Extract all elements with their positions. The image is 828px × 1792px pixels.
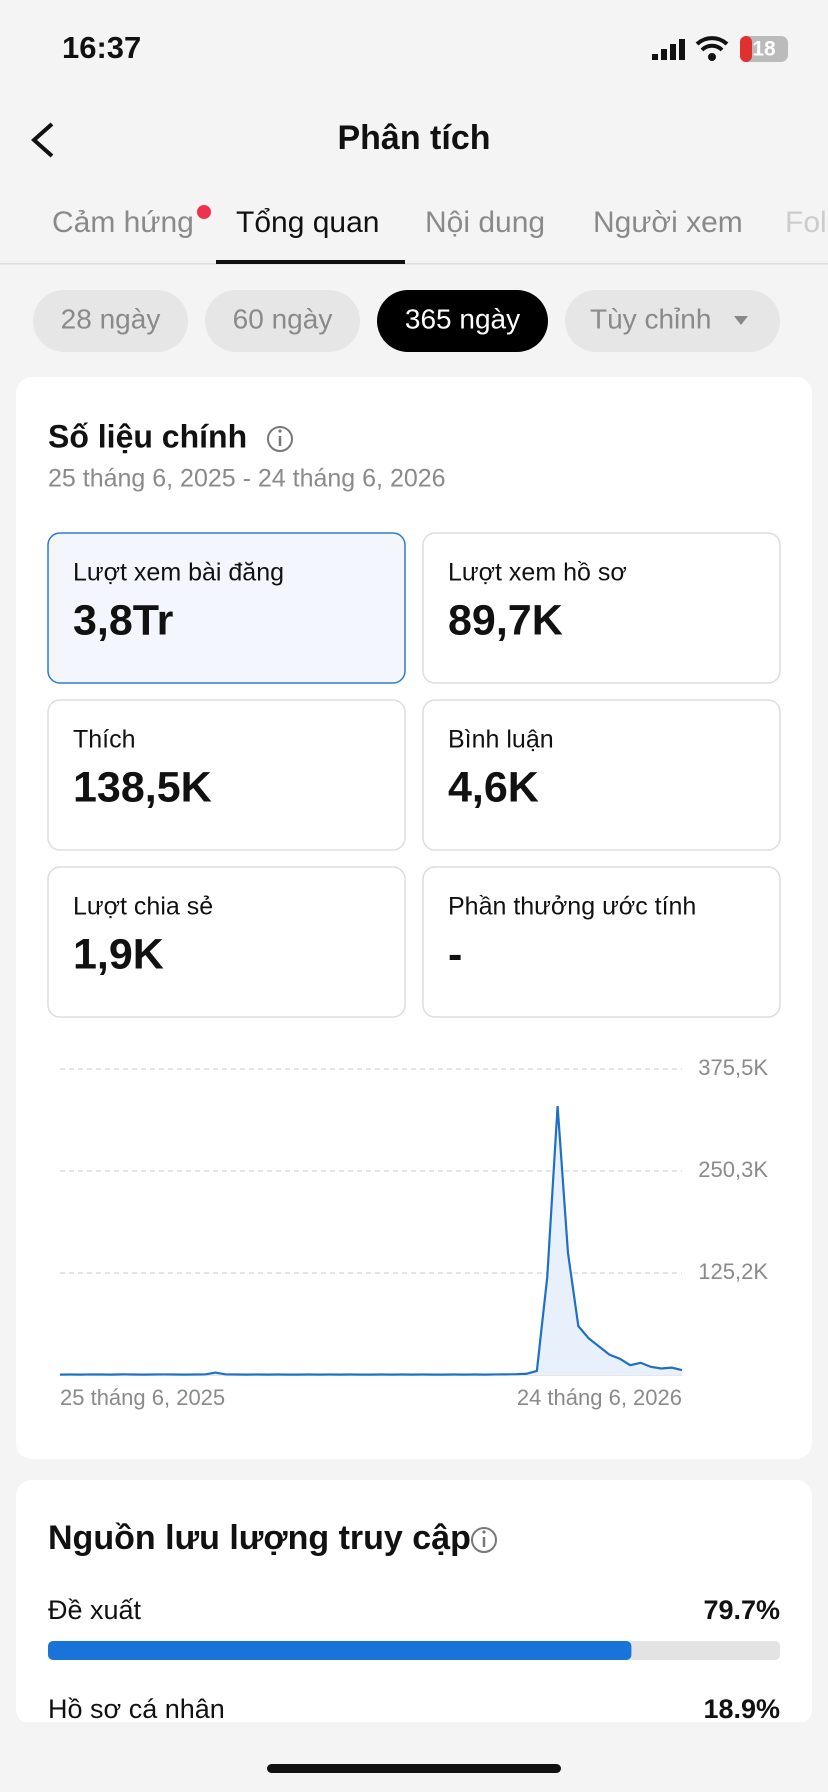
metric-label: Phần thưởng ước tính — [448, 893, 696, 921]
dropdown-arrow — [734, 316, 748, 325]
metric-value: 3,8Tr — [73, 596, 174, 644]
y-tick-label: 125,2K — [698, 1259, 768, 1284]
notification-dot — [197, 205, 211, 219]
y-tick-label: 375,5K — [698, 1055, 768, 1080]
metric-label: Bình luận — [448, 726, 554, 754]
metric-card[interactable] — [47, 532, 406, 684]
wifi — [695, 36, 729, 52]
source-value: 79.7% — [703, 1595, 780, 1625]
tab[interactable]: Cảm hứng — [52, 206, 194, 239]
source-name: Hồ sơ cá nhân — [48, 1694, 225, 1724]
metric-card[interactable] — [47, 866, 406, 1018]
status-time: 16:37 — [62, 30, 141, 65]
x-tick-label: 25 tháng 6, 2025 — [60, 1385, 225, 1410]
traffic-title: Nguồn lưu lượng truy cập — [48, 1519, 471, 1557]
metrics-title: Số liệu chính — [48, 418, 247, 454]
bottom-area — [0, 1722, 828, 1792]
header-title: Phân tích — [337, 119, 490, 157]
period-label[interactable]: 28 ngày — [61, 303, 161, 334]
home-indicator — [267, 1764, 561, 1773]
back-button[interactable] — [30, 122, 54, 158]
traffic-card — [16, 1480, 812, 1725]
line-series — [59, 1106, 683, 1376]
date-range: 25 tháng 6, 2025 - 24 tháng 6, 2026 — [48, 465, 446, 493]
period-label[interactable]: 365 ngày — [405, 303, 520, 334]
tab[interactable]: Nội dung — [425, 206, 545, 239]
period-chip[interactable] — [565, 290, 780, 352]
period-chip[interactable] — [33, 290, 188, 352]
info-icon[interactable] — [471, 1527, 497, 1553]
tab-divider — [0, 263, 828, 265]
tab[interactable]: Người xem — [593, 206, 743, 239]
period-label[interactable]: 60 ngày — [233, 303, 333, 334]
tab[interactable]: Fol — [785, 206, 827, 239]
line-area — [60, 1106, 682, 1375]
metric-label: Lượt chia sẻ — [73, 893, 213, 921]
wifi-dot — [708, 53, 716, 61]
metric-label: Lượt xem hồ sơ — [448, 559, 627, 587]
period-label[interactable]: Tùy chỉnh — [590, 303, 711, 334]
metric-value: - — [448, 930, 462, 978]
metric-card[interactable] — [47, 699, 406, 851]
metric-card[interactable] — [422, 699, 781, 851]
period-chip[interactable] — [205, 290, 360, 352]
y-tick-label: 250,3K — [698, 1157, 768, 1182]
tab-indicator — [216, 260, 405, 264]
period-chip[interactable] — [377, 290, 548, 352]
metric-label: Lượt xem bài đăng — [73, 559, 284, 587]
progress-bar — [48, 1641, 632, 1660]
x-tick-label: 24 tháng 6, 2026 — [517, 1385, 682, 1410]
info-icon[interactable] — [267, 426, 293, 452]
metric-card[interactable] — [422, 532, 781, 684]
tab[interactable]: Tổng quan — [236, 206, 379, 239]
metric-label: Thích — [73, 726, 136, 754]
metric-value: 89,7K — [448, 596, 563, 644]
metric-value: 1,9K — [73, 930, 164, 978]
battery-level — [740, 36, 752, 62]
metric-value: 4,6K — [448, 763, 539, 811]
metric-card[interactable] — [422, 866, 781, 1018]
source-name: Đề xuất — [48, 1595, 142, 1625]
metric-value: 138,5K — [73, 763, 212, 811]
signal — [652, 39, 685, 60]
battery-text: 18 — [752, 38, 776, 61]
source-value: 18.9% — [703, 1694, 780, 1724]
